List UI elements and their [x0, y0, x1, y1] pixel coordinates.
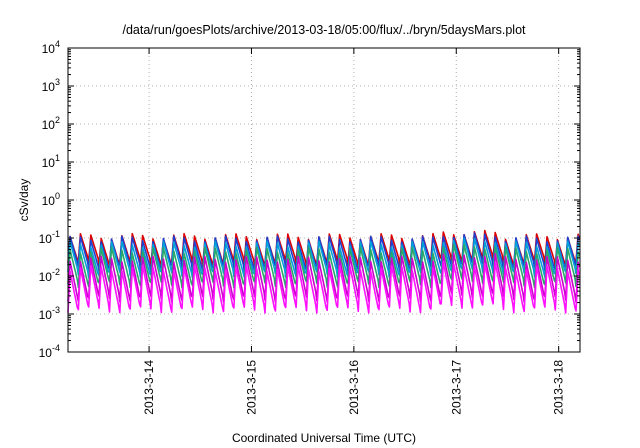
x-tick-label: 2013-3-16	[347, 360, 361, 415]
y-tick-label: 102	[42, 115, 60, 132]
y-tick-label: 10-3	[39, 305, 60, 322]
chart-title: /data/run/goesPlots/archive/2013-03-18/0…	[122, 23, 526, 37]
y-tick-label: 10-4	[39, 343, 60, 360]
x-tick-label: 2013-3-17	[449, 360, 463, 415]
x-tick-label: 2013-3-15	[244, 360, 258, 415]
series-line	[67, 261, 580, 314]
y-tick-label: 103	[42, 77, 60, 94]
y-tick-label: 10-1	[39, 229, 60, 246]
series-lines	[67, 229, 580, 314]
axis-ticks: 10-4 10-3 10-2 10-1 100 101 102 103 104 2013-3-14…	[39, 39, 580, 415]
x-tick-label: 2013-3-18	[552, 360, 566, 415]
grid	[68, 48, 580, 352]
x-axis-title: Coordinated Universal Time (UTC)	[232, 431, 416, 445]
y-axis-title: cSv/day	[17, 179, 31, 222]
y-tick-label: 104	[42, 39, 60, 56]
y-tick-label: 101	[42, 153, 60, 170]
y-tick-label: 100	[42, 191, 60, 208]
y-tick-label: 10-2	[39, 267, 60, 284]
x-tick-label: 2013-3-14	[142, 360, 156, 415]
